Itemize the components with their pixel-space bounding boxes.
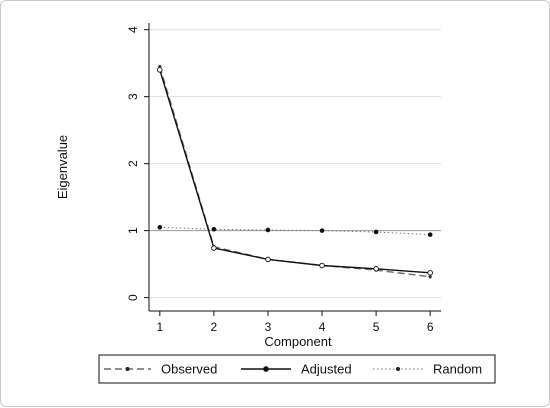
point-random-2 xyxy=(211,226,217,232)
legend-marker-observed xyxy=(125,367,130,371)
x-tick-label-5: 5 xyxy=(373,320,380,334)
y-tick-label-0: 0 xyxy=(126,294,140,301)
y-tick-label-4: 4 xyxy=(126,26,140,33)
x-tick-label-4: 4 xyxy=(319,320,326,334)
point-random-3 xyxy=(265,227,271,233)
x-axis-title: Component xyxy=(264,334,332,349)
point-adjusted-3 xyxy=(265,256,271,263)
y-tick-label-3: 3 xyxy=(126,93,140,100)
legend-label-adjusted: Adjusted xyxy=(301,362,352,377)
point-adjusted-2 xyxy=(211,245,217,251)
legend-marker-adjusted xyxy=(263,366,269,372)
point-adjusted-4 xyxy=(319,262,325,269)
series-line-random xyxy=(159,226,431,236)
point-random-6 xyxy=(427,232,433,237)
point-adjusted-6 xyxy=(427,270,433,276)
point-adjusted-1 xyxy=(157,67,163,73)
y-axis-title: Eigenvalue xyxy=(55,135,70,199)
y-tick-label-2: 2 xyxy=(126,160,140,167)
series-line-adjusted xyxy=(159,69,431,274)
point-adjusted-5 xyxy=(373,266,379,272)
legend-marker-random xyxy=(396,367,400,371)
x-tick-label-6: 6 xyxy=(427,320,434,334)
legend-label-random: Random xyxy=(433,362,482,377)
x-tick-label-1: 1 xyxy=(156,320,163,334)
series-line-observed xyxy=(159,66,431,278)
point-observed-6 xyxy=(428,275,432,279)
y-tick-label-1: 1 xyxy=(126,227,140,234)
point-random-5 xyxy=(373,229,379,235)
x-tick-label-3: 3 xyxy=(265,320,272,334)
point-random-1 xyxy=(157,224,163,230)
legend-box xyxy=(98,354,496,384)
x-tick-label-2: 2 xyxy=(211,320,218,334)
point-random-4 xyxy=(319,228,325,233)
legend-label-observed: Observed xyxy=(161,362,217,377)
